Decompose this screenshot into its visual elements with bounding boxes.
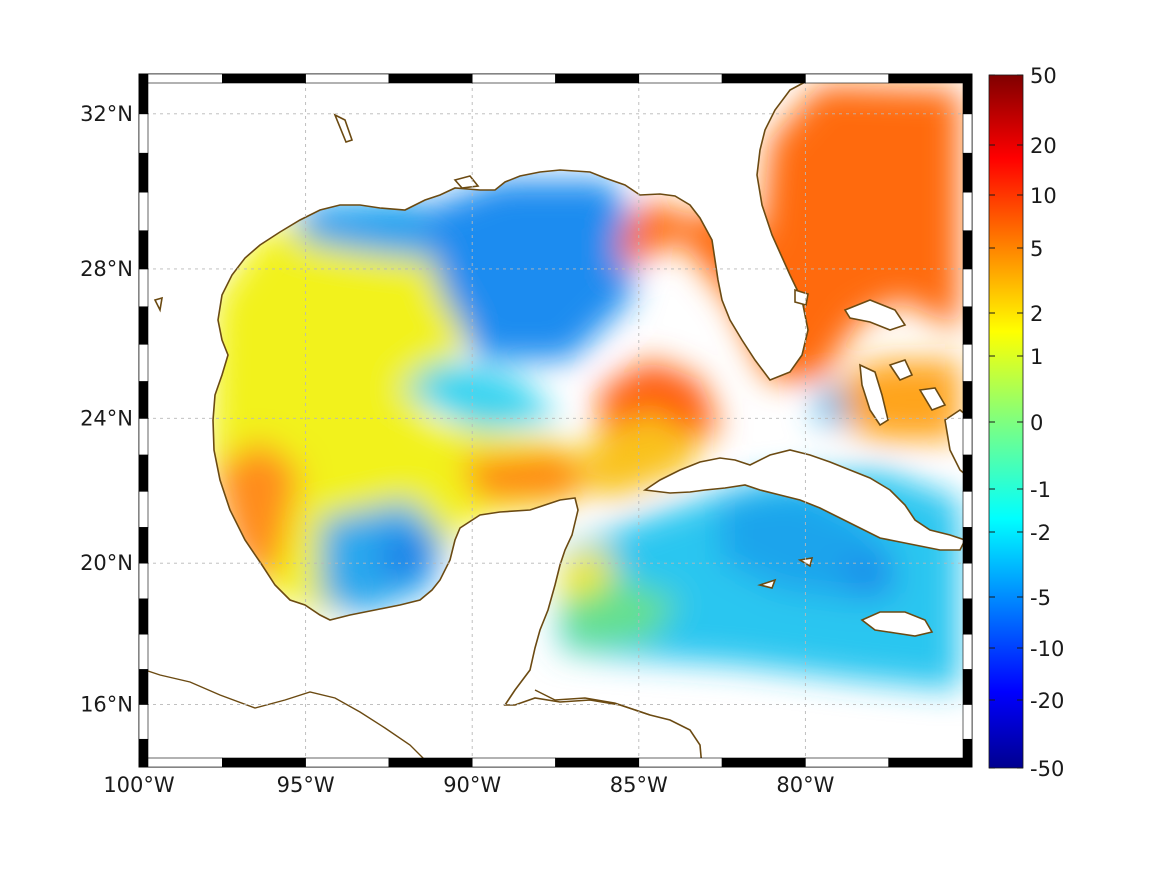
frame-segment-top-6: [638, 73, 723, 84]
frame-segment-right-15: [962, 191, 973, 232]
colorbar-label-11: -20: [1030, 689, 1064, 713]
colorbar-label-9: -5: [1030, 586, 1051, 610]
frame-segment-right-7: [962, 490, 973, 528]
frame-segment-top-0: [138, 73, 223, 84]
frame-segment-left-16: [138, 152, 149, 193]
frame-segment-right-6: [962, 527, 973, 564]
frame-segment-top-9: [888, 73, 973, 84]
frame-segment-top-8: [805, 73, 890, 84]
frame-segment-right-13: [962, 268, 973, 308]
colorbar-label-12: -50: [1030, 757, 1064, 781]
frame-segment-left-13: [138, 268, 149, 308]
longitude-label-2: 90°W: [443, 773, 501, 797]
frame-segment-bottom-8: [805, 757, 890, 768]
latitude-label-2: 24°N: [80, 406, 133, 430]
frame-segment-left-0: [138, 738, 149, 768]
frame-segment-left-2: [138, 669, 149, 705]
frame-segment-top-4: [471, 73, 556, 84]
colorbar-label-3: 5: [1030, 237, 1043, 261]
frame-segment-left-8: [138, 454, 149, 492]
colorbar-label-8: -2: [1030, 521, 1051, 545]
frame-segment-bottom-1: [222, 757, 306, 768]
frame-segment-bottom-0: [138, 757, 223, 768]
frame-segment-left-10: [138, 381, 149, 419]
longitude-label-0: 100°W: [103, 773, 175, 797]
latitude-label-4: 16°N: [80, 692, 133, 716]
frame-segment-left-9: [138, 418, 149, 456]
frame-segment-right-11: [962, 343, 973, 382]
frame-segment-right-16: [962, 152, 973, 193]
frame-segment-right-5: [962, 562, 973, 600]
colorbar-label-6: 0: [1030, 411, 1043, 435]
frame-segment-left-7: [138, 490, 149, 528]
latitude-label-1: 28°N: [80, 257, 133, 281]
frame-segment-left-14: [138, 230, 149, 270]
frame-segment-bottom-6: [638, 757, 723, 768]
longitude-label-4: 80°W: [776, 773, 834, 797]
frame-segment-left-18: [138, 73, 149, 115]
frame-segment-right-10: [962, 381, 973, 419]
colorbar-label-10: -10: [1030, 637, 1064, 661]
frame-segment-right-14: [962, 230, 973, 270]
colorbar-label-4: 2: [1030, 302, 1043, 326]
frame-segment-left-11: [138, 343, 149, 382]
longitude-label-1: 95°W: [277, 773, 335, 797]
longitude-label-3: 85°W: [610, 773, 668, 797]
frame-segment-left-6: [138, 527, 149, 564]
frame-segment-right-2: [962, 669, 973, 705]
frame-segment-top-2: [305, 73, 390, 84]
frame-segment-bottom-5: [555, 757, 640, 768]
colorbar-label-2: 10: [1030, 184, 1057, 208]
frame-segment-left-4: [138, 598, 149, 635]
latitude-label-0: 32°N: [80, 102, 133, 126]
land-mask: [139, 74, 972, 767]
colorbar-label-0: 50: [1030, 64, 1057, 88]
frame-segment-bottom-4: [471, 757, 556, 768]
map-frame-ticks: [138, 73, 973, 768]
frame-segment-right-17: [962, 113, 973, 154]
frame-segment-left-17: [138, 113, 149, 154]
frame-segment-right-1: [962, 704, 973, 740]
frame-segment-right-12: [962, 306, 973, 345]
frame-segment-top-3: [388, 73, 473, 84]
frame-segment-top-5: [555, 73, 640, 84]
frame-segment-left-1: [138, 704, 149, 740]
latitude-tick-labels: 32°N 28°N 24°N 20°N 16°N: [80, 102, 133, 717]
frame-segment-right-3: [962, 633, 973, 670]
colorbar-label-7: -1: [1030, 478, 1051, 502]
frame-segment-right-9: [962, 418, 973, 456]
frame-segment-right-18: [962, 73, 973, 115]
frame-segment-right-4: [962, 598, 973, 635]
frame-segment-right-8: [962, 454, 973, 492]
frame-segment-left-3: [138, 633, 149, 670]
latitude-label-3: 20°N: [80, 551, 133, 575]
graticule: [139, 74, 972, 767]
colorbar-label-5: 1: [1030, 345, 1043, 369]
frame-segment-bottom-7: [721, 757, 806, 768]
frame-segment-left-5: [138, 562, 149, 600]
frame-segment-bottom-3: [388, 757, 473, 768]
frame-segment-left-12: [138, 306, 149, 345]
frame-segment-bottom-2: [305, 757, 390, 768]
longitude-tick-labels: 100°W 95°W 90°W 85°W 80°W: [103, 773, 834, 797]
frame-segment-top-7: [721, 73, 806, 84]
frame-segment-bottom-9: [888, 757, 973, 768]
colorbar-label-1: 20: [1030, 134, 1057, 158]
frame-segment-left-15: [138, 191, 149, 232]
frame-segment-right-0: [962, 738, 973, 768]
frame-segment-top-1: [222, 73, 306, 84]
